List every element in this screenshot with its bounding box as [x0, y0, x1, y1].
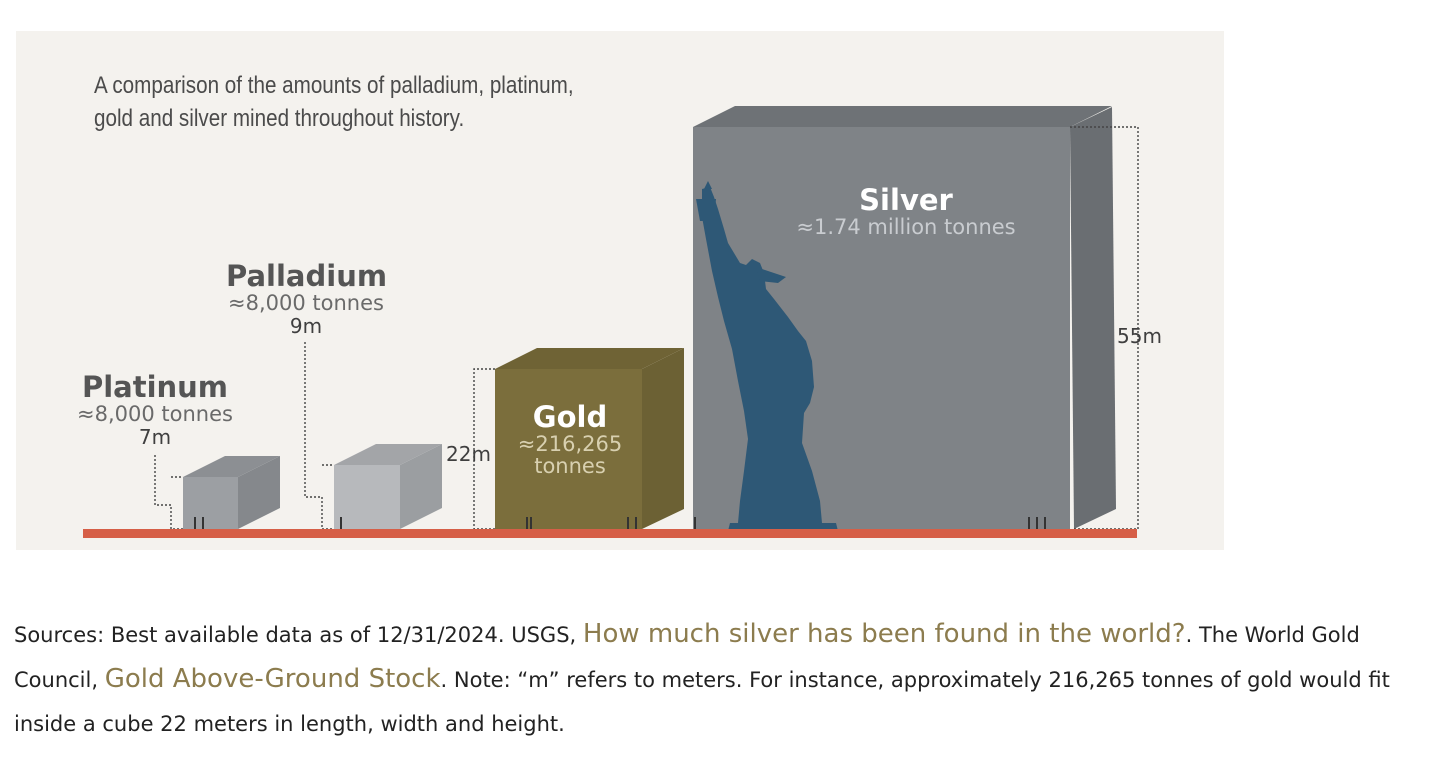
metals-comparison-infographic: A comparison of the amounts of palladium… [16, 31, 1224, 550]
sources-mid: . The World Gold Council, [14, 623, 1360, 692]
platinum-amount: ≈8,000 tonnes [77, 402, 233, 426]
silver-amount: ≈1.74 million tonnes [796, 215, 1016, 239]
silver-size: 55m [1117, 324, 1162, 348]
usgs-silver-link[interactable]: How much silver has been found in the wo… [582, 619, 1186, 649]
gold-label: Gold ≈216,265 tonnes [510, 401, 630, 477]
platinum-label: Platinum ≈8,000 tonnes 7m [76, 371, 234, 449]
platinum-name: Platinum [81, 370, 229, 404]
palladium-label: Palladium ≈8,000 tonnes 9m [226, 259, 388, 338]
caption-line-2: gold and silver mined throughout history… [94, 105, 465, 132]
people-icon [194, 517, 1046, 529]
platinum-size: 7m [138, 425, 172, 449]
caption-line-1: A comparison of the amounts of palladium… [94, 72, 574, 99]
gold-cube [495, 348, 684, 529]
palladium-size: 9m [289, 314, 323, 338]
gold-stock-link[interactable]: Gold Above-Ground Stock [104, 664, 441, 694]
palladium-name: Palladium [226, 259, 388, 293]
gold-amount: ≈216,265 [517, 432, 623, 456]
gold-name: Gold [532, 400, 608, 434]
ground-bar [83, 529, 1137, 538]
gold-size: 22m [446, 442, 491, 466]
silver-name: Silver [859, 183, 953, 217]
sources-note: Sources: Best available data as of 12/31… [14, 612, 1420, 746]
platinum-box [183, 456, 280, 529]
gold-amount-unit: tonnes [534, 454, 606, 478]
sources-prefix: Sources: Best available data as of 12/31… [14, 623, 583, 647]
palladium-box [334, 444, 442, 529]
silver-label: Silver ≈1.74 million tonnes [776, 184, 1036, 238]
palladium-amount: ≈8,000 tonnes [228, 291, 384, 315]
infographic-graphics [83, 106, 1139, 538]
sources-suffix: . Note: “m” refers to meters. For instan… [14, 668, 1390, 736]
figure-caption: A comparison of the amounts of palladium… [94, 69, 610, 135]
